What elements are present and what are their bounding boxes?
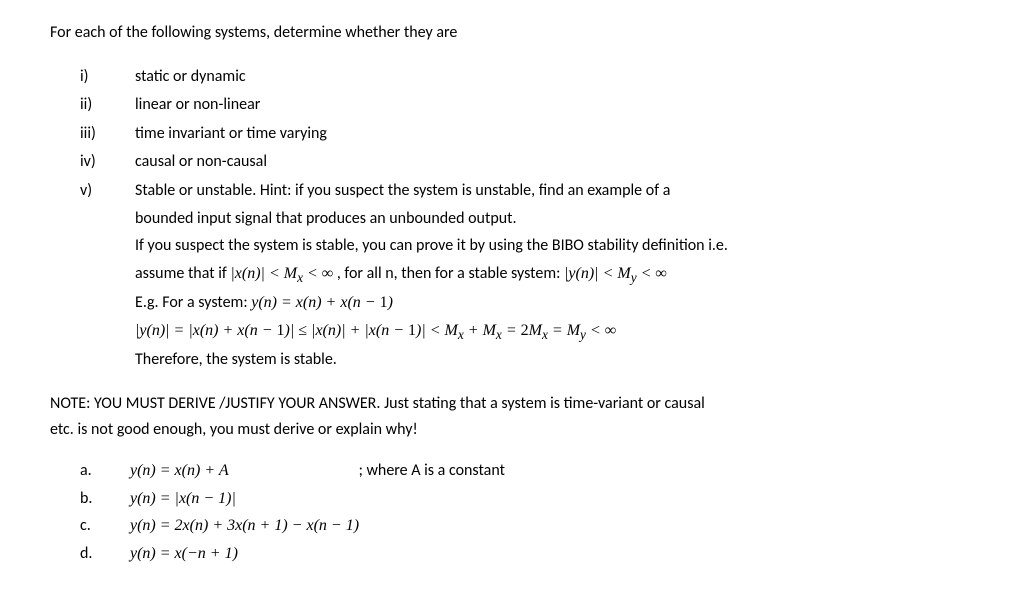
alpha-item-b: b. y(n) = |x(n − 1)| [80,486,974,512]
roman-item-iv: iv) causal or non-causal [80,149,974,175]
alpha-eq-d: y(n) = x(−n + 1) [130,541,238,567]
alpha-item-c: c. y(n) = 2x(n) + 3x(n + 1) − x(n − 1) [80,513,974,539]
v-line-4a: E.g. For a system: [135,293,251,312]
alpha-eq-a: y(n) = x(n) + A ; where A is a constant [130,458,505,484]
v-line-0: Stable or unstable. Hint: if you suspect… [135,178,974,204]
eq-a-text: y(n) = x(n) + A [130,462,229,479]
roman-text: Stable or unstable. Hint: if you suspect… [135,178,974,375]
v-line-4: E.g. For a system: y(n) = x(n) + x(n − 1… [135,290,974,316]
roman-num: iii) [80,121,135,147]
alpha-label: b. [80,486,130,512]
roman-text: linear or non-linear [135,92,974,118]
roman-text: static or dynamic [135,64,974,90]
v-line-3: assume that if |x(n)| < Mx < ∞ , for all… [135,261,974,289]
v-line-2: If you suspect the system is stable, you… [135,233,974,259]
note-line-2: etc. is not good enough, you must derive… [50,417,974,443]
alpha-label: d. [80,541,130,567]
alpha-eq-b: y(n) = |x(n − 1)| [130,486,236,512]
v-math-3b: |y(n)| < My < ∞ [564,265,667,282]
roman-item-iii: iii) time invariant or time varying [80,121,974,147]
v-math-3: |x(n)| < Mx < ∞ [230,265,333,282]
note-line-1: NOTE: YOU MUST DERIVE /JUSTIFY YOUR ANSW… [50,391,974,417]
v-line-5: |y(n)| = |x(n) + x(n − 1)| ≤ |x(n)| + |x… [135,318,974,346]
v-math-4: y(n) = x(n) + x(n − 1) [251,294,393,311]
alpha-label: a. [80,458,130,484]
v-line-1: bounded input signal that produces an un… [135,206,974,232]
alpha-item-d: d. y(n) = x(−n + 1) [80,541,974,567]
v-line-6: Therefore, the system is stable. [135,347,974,373]
roman-num: ii) [80,92,135,118]
roman-item-v: v) Stable or unstable. Hint: if you susp… [80,178,974,375]
roman-item-i: i) static or dynamic [80,64,974,90]
roman-num: v) [80,178,135,375]
roman-num: i) [80,64,135,90]
roman-num: iv) [80,149,135,175]
alpha-label: c. [80,513,130,539]
v-line-3b: , for all n, then for a stable system: [333,264,564,283]
roman-item-ii: ii) linear or non-linear [80,92,974,118]
v-line-3a: assume that if [135,264,230,283]
roman-list: i) static or dynamic ii) linear or non-l… [80,64,974,375]
intro-text: For each of the following systems, deter… [50,20,974,46]
roman-text: time invariant or time varying [135,121,974,147]
alpha-eq-c: y(n) = 2x(n) + 3x(n + 1) − x(n − 1) [130,513,359,539]
alpha-item-a: a. y(n) = x(n) + A ; where A is a constan… [80,458,974,484]
note-block: NOTE: YOU MUST DERIVE /JUSTIFY YOUR ANSW… [50,391,974,442]
roman-text: causal or non-causal [135,149,974,175]
alpha-list: a. y(n) = x(n) + A ; where A is a constan… [80,458,974,566]
eq-a-note: ; where A is a constant [359,461,505,480]
